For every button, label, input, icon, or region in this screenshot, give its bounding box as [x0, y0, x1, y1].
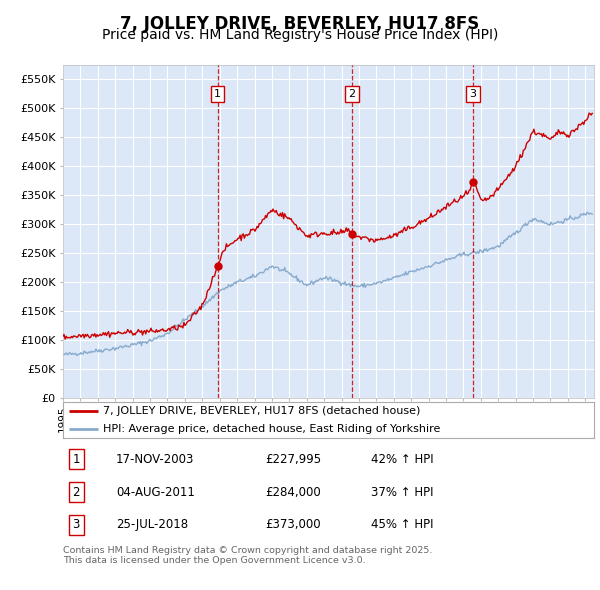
Text: 7, JOLLEY DRIVE, BEVERLEY, HU17 8FS (detached house): 7, JOLLEY DRIVE, BEVERLEY, HU17 8FS (det…: [103, 407, 420, 416]
Text: 2: 2: [73, 486, 80, 499]
Text: 3: 3: [73, 518, 80, 531]
Text: £227,995: £227,995: [265, 453, 321, 466]
Text: £284,000: £284,000: [265, 486, 320, 499]
Text: 45% ↑ HPI: 45% ↑ HPI: [371, 518, 433, 531]
Text: 17-NOV-2003: 17-NOV-2003: [116, 453, 194, 466]
Text: 25-JUL-2018: 25-JUL-2018: [116, 518, 188, 531]
Text: Contains HM Land Registry data © Crown copyright and database right 2025.
This d: Contains HM Land Registry data © Crown c…: [63, 546, 433, 565]
Text: 3: 3: [470, 89, 476, 99]
Text: HPI: Average price, detached house, East Riding of Yorkshire: HPI: Average price, detached house, East…: [103, 424, 440, 434]
Text: 1: 1: [73, 453, 80, 466]
Text: 7, JOLLEY DRIVE, BEVERLEY, HU17 8FS: 7, JOLLEY DRIVE, BEVERLEY, HU17 8FS: [121, 15, 479, 33]
Text: 1: 1: [214, 89, 221, 99]
Text: 2: 2: [348, 89, 355, 99]
Text: £373,000: £373,000: [265, 518, 320, 531]
Text: Price paid vs. HM Land Registry's House Price Index (HPI): Price paid vs. HM Land Registry's House …: [102, 28, 498, 42]
Text: 04-AUG-2011: 04-AUG-2011: [116, 486, 195, 499]
Text: 37% ↑ HPI: 37% ↑ HPI: [371, 486, 433, 499]
Text: 42% ↑ HPI: 42% ↑ HPI: [371, 453, 434, 466]
